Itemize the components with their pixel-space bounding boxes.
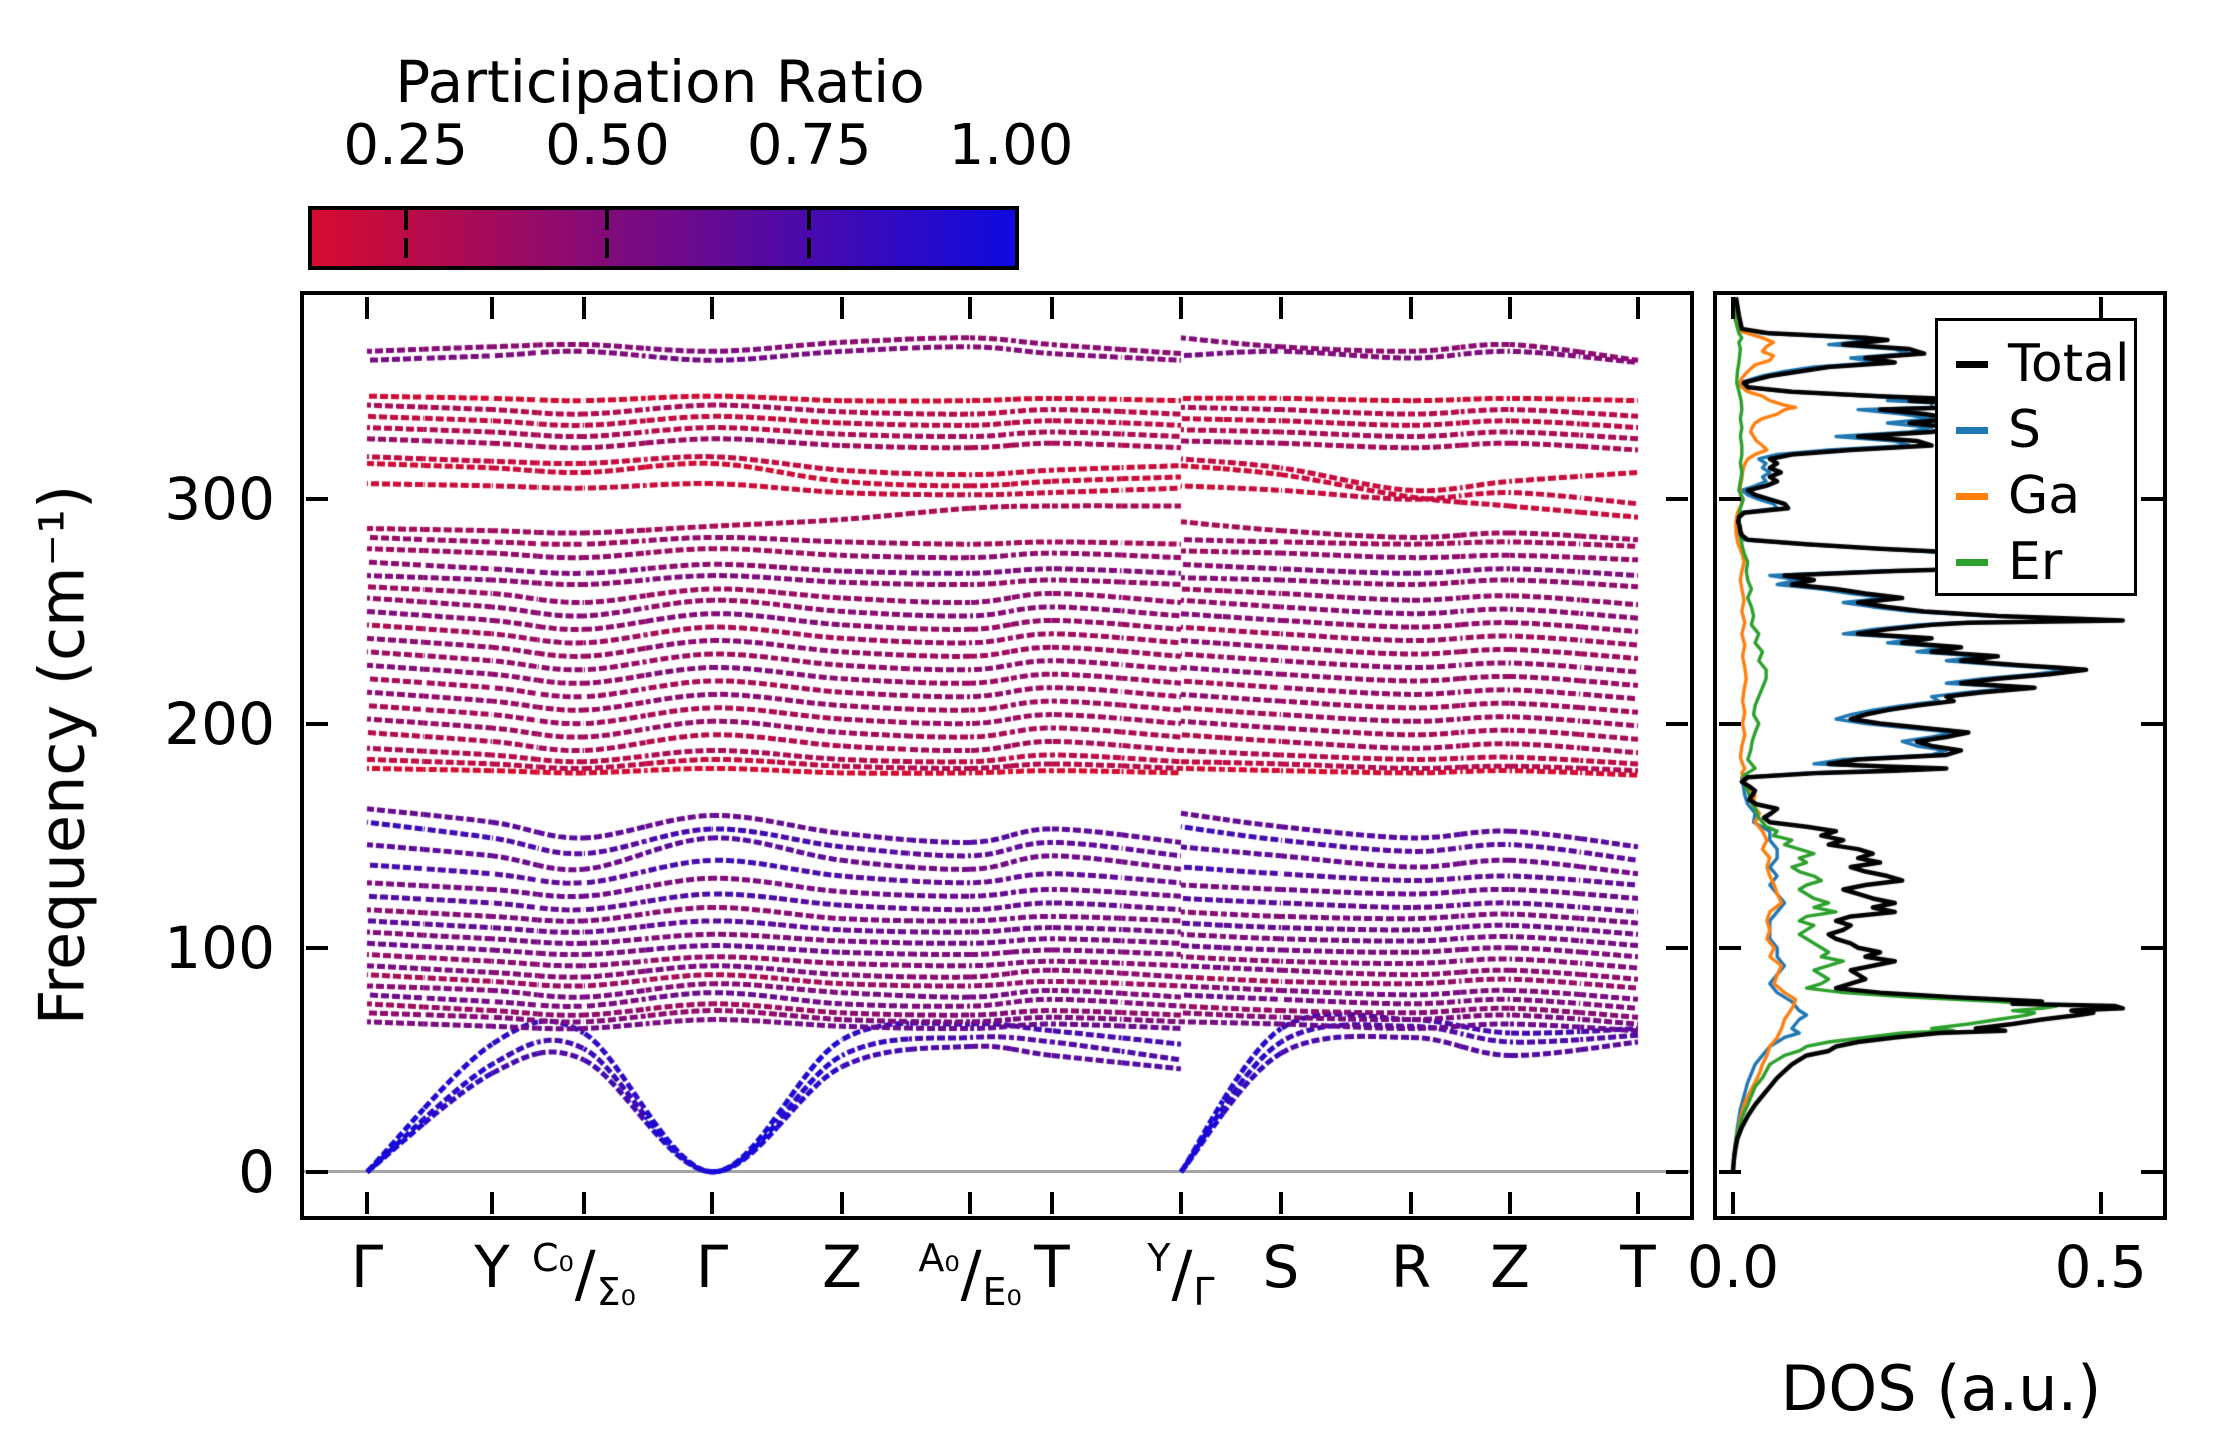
axis-tick [1636,297,1640,319]
legend-label-ga: Ga [2008,466,2081,526]
colorbar-tick [605,210,610,230]
freq-tick-label: 0 [238,1138,275,1207]
axis-tick [306,721,328,726]
kpoint-label: S [1262,1233,1300,1301]
legend: Total S Ga Er [1935,318,2137,596]
legend-row-s: S [1956,397,2120,463]
axis-tick [1719,497,1741,502]
axis-tick [710,1192,715,1214]
kpoint-label: R [1390,1233,1432,1301]
axis-tick [1666,1170,1688,1175]
axis-tick [1178,1192,1183,1214]
axis-tick [2141,1170,2163,1175]
axis-tick [710,297,715,319]
axis-tick [581,297,586,319]
axis-tick [1666,497,1688,502]
legend-row-total: Total [1956,331,2129,397]
kpoint-label: Γ [350,1233,384,1301]
axis-tick [1508,297,1512,319]
freq-tick-label: 300 [164,465,275,534]
axis-tick [365,1192,369,1214]
axis-tick [581,1192,586,1214]
axis-tick [1731,297,1736,319]
freq-tick-label: 200 [164,689,275,758]
kpoint-label: T [1034,1233,1070,1301]
axis-tick [1278,1192,1283,1214]
axis-tick [1408,1192,1413,1214]
axis-tick [968,297,973,319]
colorbar-tick [807,238,812,258]
colorbar-tick [403,210,408,230]
axis-tick [2141,497,2163,502]
axis-tick [839,297,844,319]
axis-tick [1049,297,1054,319]
colorbar-tick-label: 1.00 [948,113,1074,178]
kpoint-label: Y [474,1233,510,1301]
kpoint-label: Z [822,1233,862,1301]
axis-tick [1719,721,1741,726]
axis-tick [1508,1192,1512,1214]
kpoint-label: C₀ / Σ₀ [531,1236,636,1314]
colorbar-title: Participation Ratio [395,48,925,116]
axis-tick [1178,297,1183,319]
axis-tick [1636,1192,1640,1214]
axis-tick [489,1192,494,1214]
axis-tick [2141,721,2163,726]
axis-tick [839,1192,844,1214]
axis-tick [1049,1192,1054,1214]
axis-tick [2098,297,2103,319]
colorbar-tick [605,238,610,258]
dos-x-axis-label: DOS (a.u.) [1780,1352,2102,1425]
freq-tick-label: 100 [164,913,275,982]
kpoint-label: T [1620,1233,1656,1301]
axis-tick [1408,297,1413,319]
colorbar-tick-label: 0.25 [343,113,468,178]
axis-tick [365,297,369,319]
colorbar-tick [807,210,812,230]
kpoint-label: A₀ / E₀ [918,1236,1022,1314]
axis-tick [2098,1192,2103,1214]
axis-tick [1719,945,1741,950]
ga-line-sample [1956,492,1988,500]
total-line-sample [1956,360,1988,368]
colorbar-tick-label: 0.50 [545,113,670,178]
axis-tick [2141,945,2163,950]
er-line-sample [1956,558,1988,566]
axis-tick [489,297,494,319]
y-axis-label: Frequency (cm⁻¹) [25,484,99,1026]
colorbar [308,206,1019,270]
s-line-sample [1956,426,1988,434]
legend-label-s: S [2008,400,2042,460]
axis-tick [1666,945,1688,950]
axis-tick [306,497,328,502]
axis-tick [1731,1192,1736,1214]
kpoint-label: Γ [695,1233,729,1301]
legend-row-ga: Ga [1956,463,2120,529]
axis-tick [1719,1170,1741,1175]
legend-label-er: Er [2008,532,2063,592]
legend-label-total: Total [2008,334,2130,394]
kpoint-label: Z [1490,1233,1530,1301]
colorbar-tick-label: 0.75 [746,113,872,178]
dos-tick-label: 0.5 [2054,1233,2147,1301]
axis-tick [1278,297,1283,319]
dos-tick-label: 0.0 [1686,1233,1780,1301]
axis-tick [306,945,328,950]
axis-tick [968,1192,973,1214]
colorbar-tick [403,238,408,258]
axis-tick [306,1170,328,1175]
axis-tick [1666,721,1688,726]
legend-row-er: Er [1956,529,2120,595]
kpoint-label: Y / Γ [1147,1236,1215,1314]
